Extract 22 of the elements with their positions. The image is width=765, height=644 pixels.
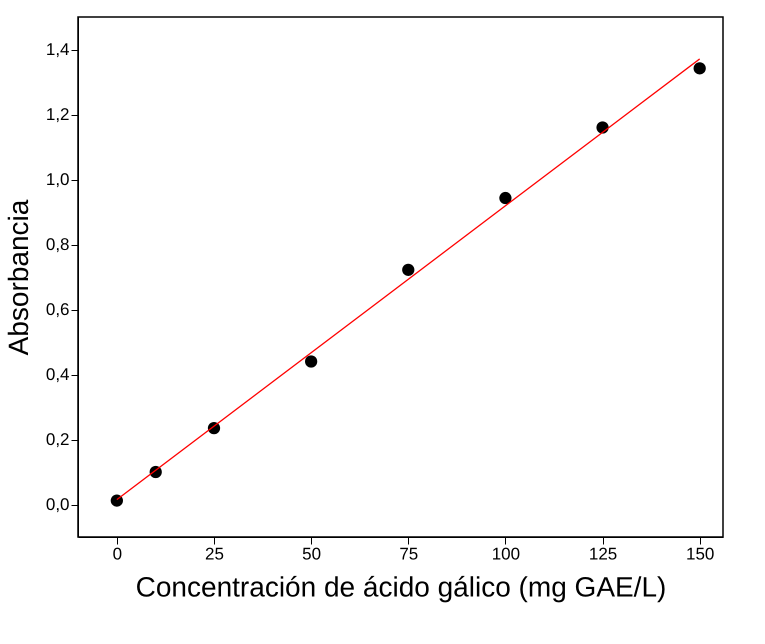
y-tick-label: 0,4: [46, 365, 70, 384]
y-tick-label: 1,0: [46, 170, 70, 189]
y-tick-label: 0,8: [46, 235, 70, 254]
point: [110, 494, 123, 507]
x-tick-label: 25: [205, 544, 224, 564]
x-axis-title: Concentración de ácido gálico (mg GAE/L): [136, 572, 666, 602]
point: [499, 192, 512, 204]
x-tick-label: 125: [588, 544, 618, 564]
y-tick-label: 1,2: [46, 105, 70, 124]
y-tick-label: 0,2: [46, 430, 70, 449]
x-tick-label: 150: [686, 544, 714, 564]
x-tick-label: 0: [112, 544, 122, 564]
y-axis-title: Absorbancia: [2, 199, 34, 356]
x-tick-label: 50: [302, 544, 322, 564]
point: [305, 355, 318, 368]
y-tick-label: 0,6: [46, 300, 70, 319]
y-tick-label: 0,0: [46, 495, 70, 514]
x-tick-label: 100: [492, 544, 520, 564]
x-tick-label: 75: [399, 544, 418, 564]
point: [402, 264, 414, 276]
point: [694, 62, 706, 74]
y-tick-label: 1,4: [46, 40, 70, 59]
